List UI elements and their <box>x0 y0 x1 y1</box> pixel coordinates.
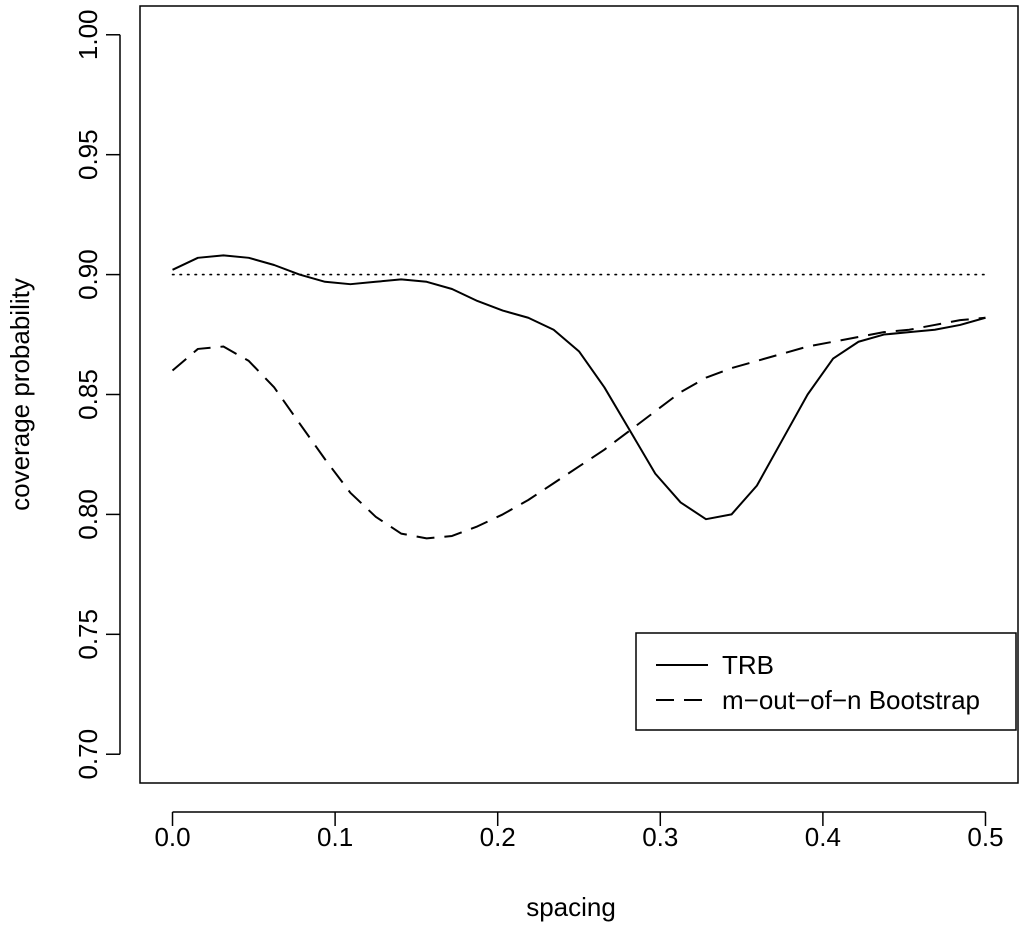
legend-label: m−out−of−n Bootstrap <box>722 685 980 715</box>
y-tick-label: 0.80 <box>73 489 103 540</box>
x-tick-label: 0.2 <box>480 822 516 852</box>
plot-frame <box>139 5 1019 784</box>
y-axis-title: coverage probability <box>5 278 35 511</box>
y-tick-label: 0.95 <box>73 129 103 180</box>
x-tick-label: 0.3 <box>642 822 678 852</box>
y-tick-label: 0.75 <box>73 609 103 660</box>
series-line-trb <box>172 254 986 521</box>
y-tick-label: 0.85 <box>73 369 103 420</box>
legend-box <box>635 632 1017 731</box>
x-tick-label: 0.1 <box>317 822 353 852</box>
legend-label: TRB <box>722 650 774 680</box>
y-tick-label: 0.70 <box>73 729 103 780</box>
y-tick-label: 1.00 <box>73 9 103 60</box>
axes-layer: 0.0 0.1 0.2 0.3 0.4 0.5 0.70 0.75 0.80 0.85 0.90 0.… <box>5 5 1019 922</box>
series-line-m-out-of-n-bootstrap <box>171 316 986 540</box>
x-axis-title: spacing <box>526 892 616 922</box>
y-tick-label: 0.90 <box>73 249 103 300</box>
x-tick-label: 0.0 <box>154 822 190 852</box>
x-tick-label: 0.5 <box>967 822 1003 852</box>
x-tick-label: 0.4 <box>805 822 841 852</box>
legend: TRB m−out−of−n Bootstrap <box>635 632 1017 731</box>
series-layer <box>171 254 987 540</box>
